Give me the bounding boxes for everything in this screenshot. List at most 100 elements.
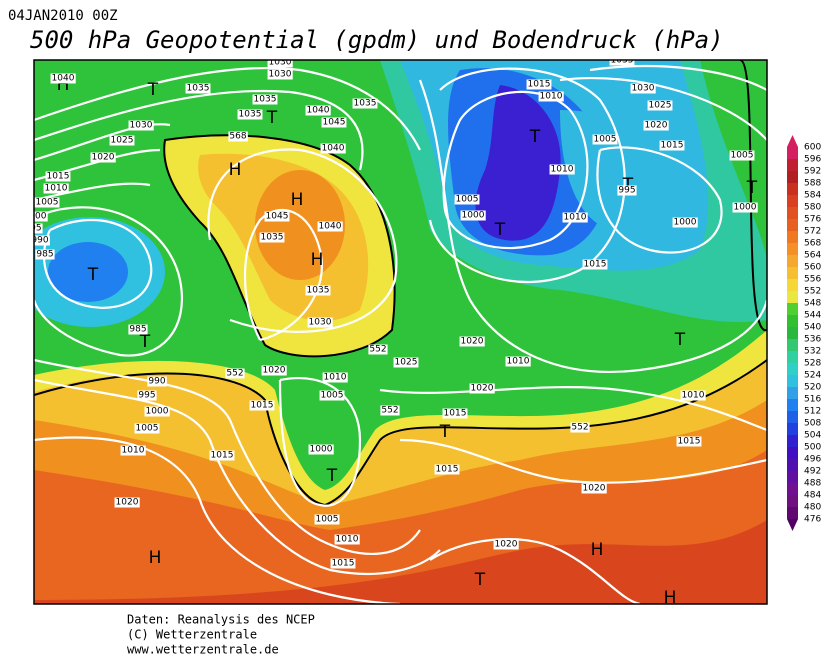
isobar-label-bg [45,171,71,182]
isobar-label-bg [134,423,160,434]
isobar-label: 1005 [36,198,59,208]
isobar-label-bg [35,249,55,260]
colorbar-label: 596 [804,155,821,165]
isobar-label: 1010 [507,357,530,367]
colorbar-swatch [787,243,798,255]
isobar-label: 1030 [269,70,292,80]
colorbar-swatch [787,279,798,291]
isobar-label-bg [647,100,673,111]
isobar-label-bg [334,534,360,545]
isobar-label-bg [549,164,575,175]
colorbar-swatch [787,483,798,495]
pressure-system: T [266,108,278,128]
colorbar-label: 480 [804,503,821,513]
isobar-label-bg [581,483,607,494]
colorbar-swatch [787,471,798,483]
isobar-label-bg [330,558,356,569]
title: 500 hPa Geopotential (gpdm) und Bodendru… [30,26,724,54]
isobar-label: 1020 [116,498,139,508]
isobar-label: 1010 [324,373,347,383]
isobar-label: 1015 [211,451,234,461]
isobar-label: 1015 [584,260,607,270]
isobar-label-bg [459,336,485,347]
isobar-label: 995 [24,224,41,234]
isobar-label: 1030 [130,121,153,131]
colorbar-label: 576 [804,215,821,225]
isobar-label: 995 [618,186,635,196]
isobar-label-bg [630,83,656,94]
isobar-label: 1025 [111,136,134,146]
isobar-label-bg [352,98,378,109]
colorbar-label: 572 [804,227,821,237]
colorbar-label: 600 [804,143,821,153]
colorbar-label: 528 [804,359,821,369]
colorbar-swatch [787,291,798,303]
colorbar-label: 488 [804,479,821,489]
pressure-system: T [474,570,486,590]
colorbar-label: 580 [804,203,821,213]
isobar-label: 1005 [136,424,159,434]
isobar-label-bg [582,259,608,270]
colorbar-label: 524 [804,371,821,381]
colorbar-swatch [787,171,798,183]
isobar-label-bg [729,150,755,161]
colorbar-label: 544 [804,311,821,321]
isobar-label: 1030 [632,84,655,94]
colorbar-label: 520 [804,383,821,393]
colorbar-label: 552 [804,287,821,297]
isobar-label: 1015 [678,437,701,447]
pressure-system: H [229,160,242,180]
isobar-label-bg [209,450,235,461]
isobar-label-bg [526,79,552,90]
isobar-label-bg [144,406,170,417]
isobar-label-bg [592,134,618,145]
isobar-label-bg [322,372,348,383]
isobar-label: 1015 [436,465,459,475]
isobar-label: 1015 [444,409,467,419]
colorbar-swatch [787,435,798,447]
isobar-label-bg [50,73,76,84]
isobar-label-bg [147,376,167,387]
colorbar-swatch [787,459,798,471]
isobar-label: 568 [229,132,246,142]
isobar-label: 1035 [307,286,330,296]
isobar-label-bg [460,210,486,221]
isobar-label: 1020 [583,484,606,494]
colorbar-swatch [787,351,798,363]
isobar-label-bg [43,183,69,194]
colorbar-swatch [787,195,798,207]
colorbar-swatch [787,507,798,519]
isobar-label-bg [225,368,245,379]
isobar-label-bg [128,324,148,335]
isobar-label-bg [562,212,588,223]
isobar-label: 1025 [395,358,418,368]
isobar-label-bg [305,105,331,116]
isobar-label-bg [617,185,637,196]
isobar-label: 1025 [649,101,672,111]
colorbar-label: 516 [804,395,821,405]
isobar-label: 1035 [611,56,634,66]
pressure-system: T [674,330,686,350]
isobar-label: 1000 [146,407,169,417]
footer-line: (C) Wetterzentrale [127,628,257,642]
colorbar-label: 592 [804,167,821,177]
isobar-label-bg [264,211,290,222]
colorbar-label: 492 [804,467,821,477]
isobar-label: 985 [129,325,146,335]
colorbar-swatch [787,411,798,423]
isobar-label: 1035 [239,110,262,120]
isobar-label: 1040 [52,74,75,84]
colorbar-swatch [787,327,798,339]
colorbar-swatch [787,207,798,219]
isobar-label-bg [114,497,140,508]
isobar-label-bg [680,390,706,401]
pressure-system: H [291,190,304,210]
pressure-system: H [664,588,677,608]
isobar-label: 1005 [316,515,339,525]
isobar-label: 1005 [731,151,754,161]
isobar-label-bg [319,390,345,401]
colorbar: 600 596 592 588 584 580 576 572 568 564 560 556 552 5… [787,135,821,531]
isobar-label: 1015 [251,401,274,411]
isobar-label: 1010 [336,535,359,545]
